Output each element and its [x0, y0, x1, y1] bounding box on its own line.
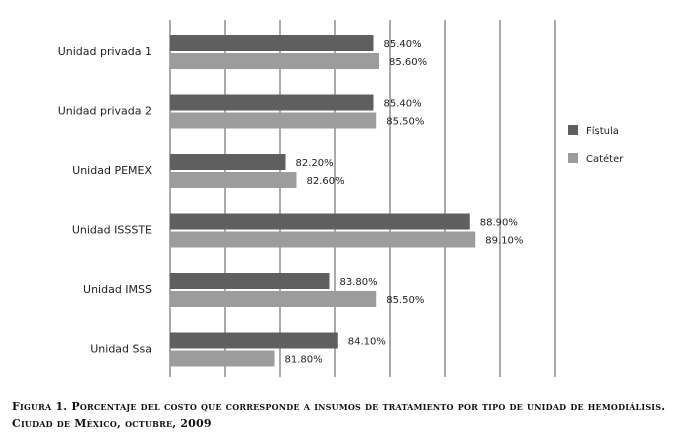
bar-cateter — [170, 350, 275, 367]
caption-line-2: Ciudad de México, octubre, 2009 — [12, 417, 212, 430]
data-label: 88.90% — [480, 218, 518, 229]
bar-fistula — [170, 94, 374, 111]
legend-swatch — [568, 153, 578, 163]
data-label: 81.80% — [285, 355, 323, 366]
data-label: 82.20% — [296, 158, 334, 169]
bar-fistula — [170, 273, 330, 289]
category-labels: Unidad privada 1 Unidad privada 2 Unidad P… — [58, 45, 153, 356]
bar-cateter — [170, 172, 297, 188]
legend-label: Catéter — [586, 153, 624, 165]
caption-line-1: Figura 1. Porcentaje del costo que corre… — [12, 400, 666, 413]
data-label: 85.50% — [386, 117, 424, 128]
bar-cateter — [170, 53, 379, 69]
data-label: 85.50% — [386, 295, 424, 306]
bar-cateter — [170, 112, 377, 129]
category-label: Unidad PEMEX — [72, 164, 152, 177]
legend-label: Fístula — [586, 125, 619, 137]
data-labels: 85.40% 85.60% 85.40% 85.50% 82.20% 82.60% 88.9… — [285, 39, 524, 366]
data-label: 82.60% — [307, 176, 345, 187]
figure-caption: Figura 1. Porcentaje del costo que corre… — [12, 398, 692, 432]
data-label: 85.40% — [384, 39, 422, 50]
category-label: Unidad ISSSTE — [72, 224, 152, 237]
chart-bars — [170, 35, 476, 367]
category-label: Unidad Ssa — [90, 343, 152, 356]
bar-fistula — [170, 35, 374, 51]
data-label: 89.10% — [485, 236, 523, 247]
category-label: Unidad privada 2 — [58, 105, 152, 118]
data-label: 85.40% — [384, 99, 422, 110]
bar-fistula — [170, 213, 470, 230]
category-label: Unidad IMSS — [83, 283, 152, 296]
chart-grid — [169, 20, 556, 377]
chart-legend: Fístula Catéter — [568, 125, 624, 165]
legend-swatch — [568, 125, 578, 135]
bar-cateter — [170, 291, 377, 307]
bar-fistula — [170, 332, 338, 349]
data-label: 83.80% — [340, 277, 378, 288]
bar-fistula — [170, 154, 286, 170]
data-label: 85.60% — [389, 57, 427, 68]
bar-chart: Unidad privada 1 Unidad privada 2 Unidad P… — [58, 20, 624, 377]
data-label: 84.10% — [348, 337, 386, 348]
category-label: Unidad privada 1 — [58, 45, 152, 58]
bar-cateter — [170, 231, 476, 248]
